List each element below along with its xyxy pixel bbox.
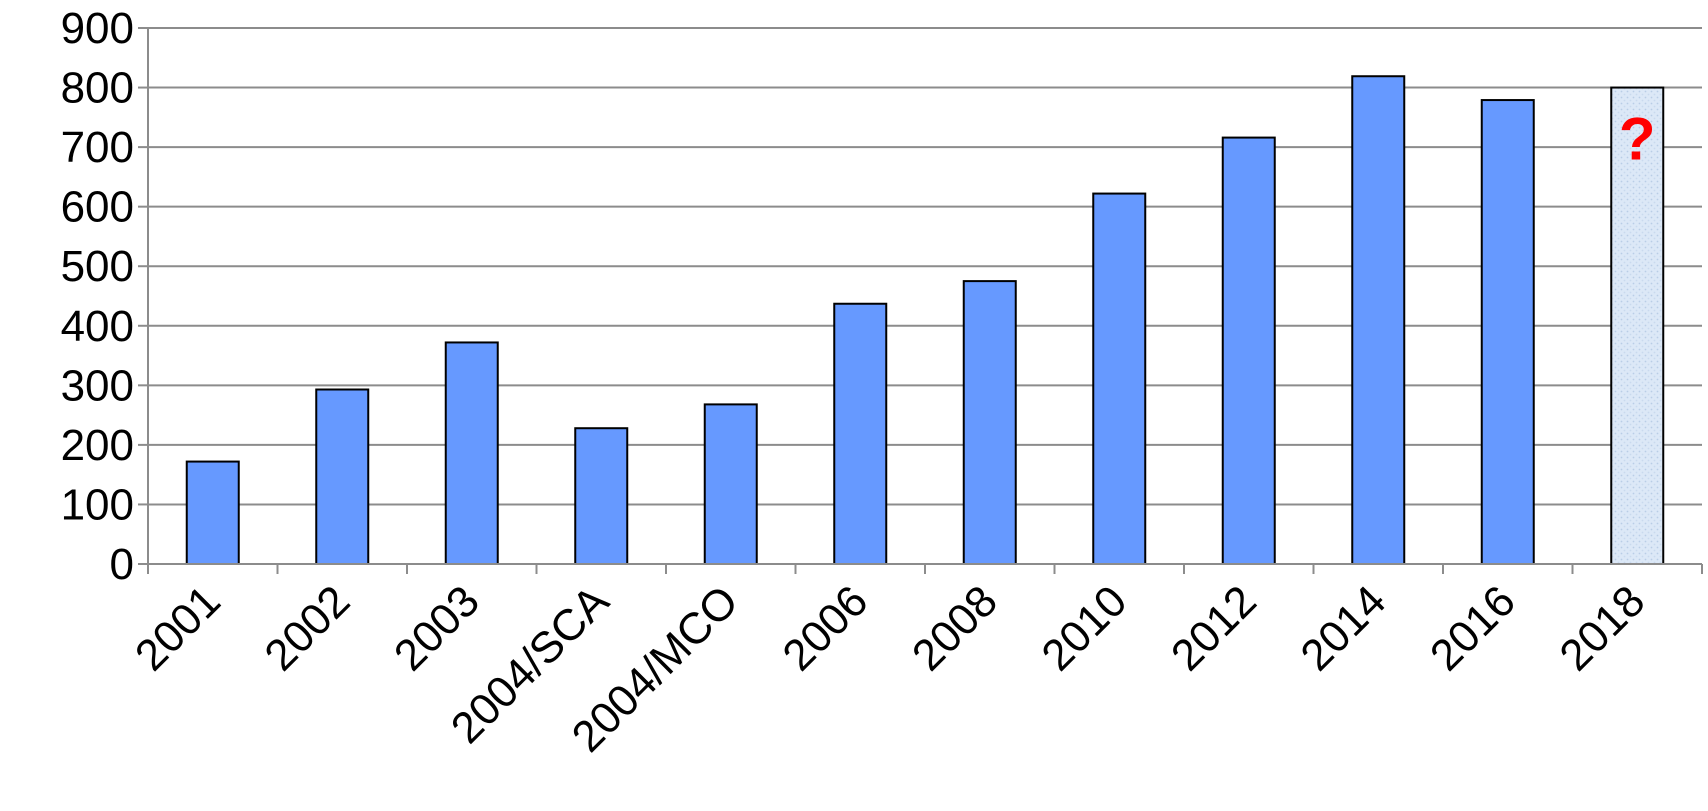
y-tick-label: 900 bbox=[61, 4, 134, 53]
bar-2008 bbox=[962, 280, 1017, 565]
y-tick-label: 200 bbox=[61, 421, 134, 470]
axes bbox=[138, 27, 1703, 574]
x-tick-label: 2018 bbox=[1550, 576, 1654, 680]
y-tick-label: 700 bbox=[61, 123, 134, 172]
y-tick-label: 500 bbox=[61, 242, 134, 291]
bar-2016 bbox=[1480, 99, 1535, 565]
annotations: ? bbox=[1619, 106, 1656, 173]
bar-2012 bbox=[1221, 136, 1276, 566]
bar-2003 bbox=[444, 341, 499, 565]
bar-2004-mco bbox=[703, 403, 758, 565]
y-tick-label: 400 bbox=[61, 302, 134, 351]
x-tick-label: 2012 bbox=[1162, 576, 1266, 680]
x-tick-label: 2008 bbox=[903, 576, 1007, 680]
bar-2014 bbox=[1351, 75, 1406, 566]
x-tick-label: 2003 bbox=[385, 576, 489, 680]
y-tick-label: 800 bbox=[61, 64, 134, 113]
annotation-question-mark: ? bbox=[1619, 106, 1656, 173]
x-tick-label: 2016 bbox=[1421, 576, 1525, 680]
y-tick-label: 600 bbox=[61, 183, 134, 232]
bar-2018 bbox=[1610, 86, 1665, 566]
y-tick-label: 100 bbox=[61, 480, 134, 529]
bar-2004-sca bbox=[574, 427, 629, 566]
bar-2010 bbox=[1092, 192, 1147, 565]
bar-2006 bbox=[833, 302, 888, 565]
bars bbox=[185, 75, 1665, 566]
bar-2001 bbox=[185, 460, 240, 566]
x-tick-label: 2002 bbox=[255, 576, 359, 680]
x-tick-label: 2014 bbox=[1291, 576, 1395, 680]
y-tick-label: 0 bbox=[110, 540, 134, 589]
x-tick-label: 2006 bbox=[773, 576, 877, 680]
bar-2002 bbox=[315, 388, 370, 565]
x-tick-label: 2010 bbox=[1032, 576, 1136, 680]
gridlines bbox=[148, 27, 1702, 506]
y-tick-label: 300 bbox=[61, 361, 134, 410]
x-tick-label: 2001 bbox=[126, 576, 230, 680]
